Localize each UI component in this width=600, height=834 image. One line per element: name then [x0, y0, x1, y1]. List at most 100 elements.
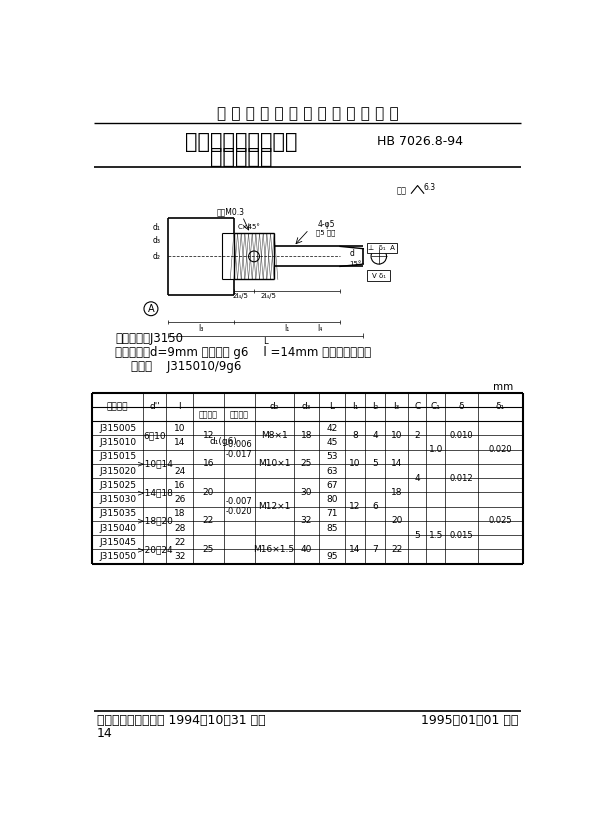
Text: 1.5: 1.5 — [428, 530, 443, 540]
Text: J315035: J315035 — [99, 510, 136, 518]
Text: 16: 16 — [203, 460, 214, 469]
Text: C×45°: C×45° — [238, 224, 260, 230]
Text: J315015: J315015 — [99, 452, 136, 461]
Text: 1.0: 1.0 — [428, 445, 443, 455]
Text: 26: 26 — [174, 495, 185, 504]
Text: M16×1.5: M16×1.5 — [254, 545, 295, 554]
Text: 2l₄/5: 2l₄/5 — [260, 294, 276, 299]
Text: M10×1: M10×1 — [258, 460, 290, 469]
Text: 0.015: 0.015 — [450, 530, 473, 540]
Text: l₁: l₁ — [284, 324, 290, 333]
Text: A: A — [148, 304, 154, 314]
Bar — [367, 270, 391, 281]
Text: J315040: J315040 — [99, 524, 136, 532]
Text: 2l₄/5: 2l₄/5 — [232, 294, 248, 299]
Text: l₄: l₄ — [317, 324, 323, 333]
Text: 25: 25 — [203, 545, 214, 554]
Text: l₁: l₁ — [352, 403, 358, 411]
Text: 40: 40 — [301, 545, 312, 554]
Text: 2: 2 — [415, 431, 420, 440]
Text: 10: 10 — [174, 424, 185, 433]
Text: 22: 22 — [174, 538, 185, 547]
Text: 4: 4 — [372, 431, 378, 440]
Text: C₁: C₁ — [431, 403, 440, 411]
Text: 80: 80 — [326, 495, 338, 504]
Text: 18: 18 — [301, 431, 312, 440]
Text: d₃: d₃ — [152, 237, 160, 245]
Text: 22: 22 — [391, 545, 402, 554]
Text: 4-φ5: 4-φ5 — [317, 220, 335, 229]
Text: 6: 6 — [372, 502, 378, 511]
Text: 14: 14 — [174, 438, 185, 447]
Text: 14: 14 — [349, 545, 361, 554]
Text: mm: mm — [493, 381, 513, 391]
Text: 基本尺寸: 基本尺寸 — [199, 410, 218, 420]
Text: 14: 14 — [391, 460, 403, 469]
Text: 深5 洗布: 深5 洗布 — [316, 229, 336, 236]
Text: J315030: J315030 — [99, 495, 136, 504]
Text: 32: 32 — [174, 552, 185, 561]
Text: d₁: d₁ — [152, 223, 160, 232]
Bar — [367, 243, 397, 254]
Text: J315005: J315005 — [99, 424, 136, 433]
Text: 0.012: 0.012 — [450, 474, 473, 483]
Text: J315045: J315045 — [99, 538, 136, 547]
Text: 20: 20 — [203, 488, 214, 497]
Text: l: l — [178, 403, 181, 411]
Text: 45: 45 — [326, 438, 338, 447]
Text: 5: 5 — [372, 460, 378, 469]
Text: l₃: l₃ — [198, 324, 203, 333]
Text: 其余: 其余 — [397, 187, 407, 195]
Text: 中 华 人 民 共 和 国 航 空 工 业 标 准: 中 华 人 民 共 和 国 航 空 工 业 标 准 — [217, 107, 398, 122]
Text: 极限偏差: 极限偏差 — [230, 410, 249, 420]
Text: 67: 67 — [326, 480, 338, 490]
Text: J315050: J315050 — [99, 552, 136, 561]
Text: J315010: J315010 — [99, 438, 136, 447]
Text: 1995－01－01 实施: 1995－01－01 实施 — [421, 714, 518, 727]
Text: d₁(g6): d₁(g6) — [210, 437, 238, 446]
Text: >20～24: >20～24 — [137, 545, 173, 554]
Text: M8×1: M8×1 — [261, 431, 287, 440]
Text: >18～20: >18～20 — [137, 516, 173, 525]
Text: 20: 20 — [391, 516, 403, 525]
Text: -0.007
-0.020: -0.007 -0.020 — [226, 497, 253, 516]
Text: 16: 16 — [174, 480, 185, 490]
Text: HB 7026.8-94: HB 7026.8-94 — [377, 135, 463, 148]
Text: 夹具通用元件定位件: 夹具通用元件定位件 — [185, 132, 298, 152]
Text: d₃: d₃ — [302, 403, 311, 411]
Text: 标记代号: 标记代号 — [107, 403, 128, 411]
Text: 定位销    J315010/9g6: 定位销 J315010/9g6 — [131, 360, 241, 373]
Text: V δ₁: V δ₁ — [372, 273, 386, 279]
Text: l₃: l₃ — [394, 403, 400, 411]
Text: J315020: J315020 — [99, 466, 136, 475]
Text: 85: 85 — [326, 524, 338, 532]
Text: L: L — [329, 403, 334, 411]
Text: 5: 5 — [414, 530, 420, 540]
Text: d₂: d₂ — [152, 252, 160, 261]
Text: 4: 4 — [415, 474, 420, 483]
Text: 18: 18 — [174, 510, 185, 518]
Text: d₂: d₂ — [269, 403, 279, 411]
Text: 25: 25 — [301, 460, 312, 469]
Text: C: C — [414, 403, 420, 411]
Text: >14～18: >14～18 — [137, 488, 173, 497]
Text: 12: 12 — [349, 502, 361, 511]
Text: d: d — [349, 249, 354, 258]
Text: 0.025: 0.025 — [488, 516, 512, 525]
Text: 10: 10 — [391, 431, 403, 440]
Text: 分类代号：J3150: 分类代号：J3150 — [115, 332, 184, 345]
Text: 标记示例：d=9mm 公差带为 g6    l =14mm 的可调定位销：: 标记示例：d=9mm 公差带为 g6 l =14mm 的可调定位销： — [115, 346, 371, 359]
Text: 95: 95 — [326, 552, 338, 561]
Text: J315025: J315025 — [99, 480, 136, 490]
Text: >10～14: >10～14 — [137, 460, 173, 469]
Text: 18: 18 — [391, 488, 403, 497]
Text: 42: 42 — [326, 424, 338, 433]
Text: d'': d'' — [149, 403, 160, 411]
Text: 28: 28 — [174, 524, 185, 532]
Text: 53: 53 — [326, 452, 338, 461]
Text: 63: 63 — [326, 466, 338, 475]
Text: 71: 71 — [326, 510, 338, 518]
Text: 24: 24 — [174, 466, 185, 475]
Text: δ₁: δ₁ — [496, 403, 505, 411]
Text: 15°: 15° — [349, 261, 362, 267]
